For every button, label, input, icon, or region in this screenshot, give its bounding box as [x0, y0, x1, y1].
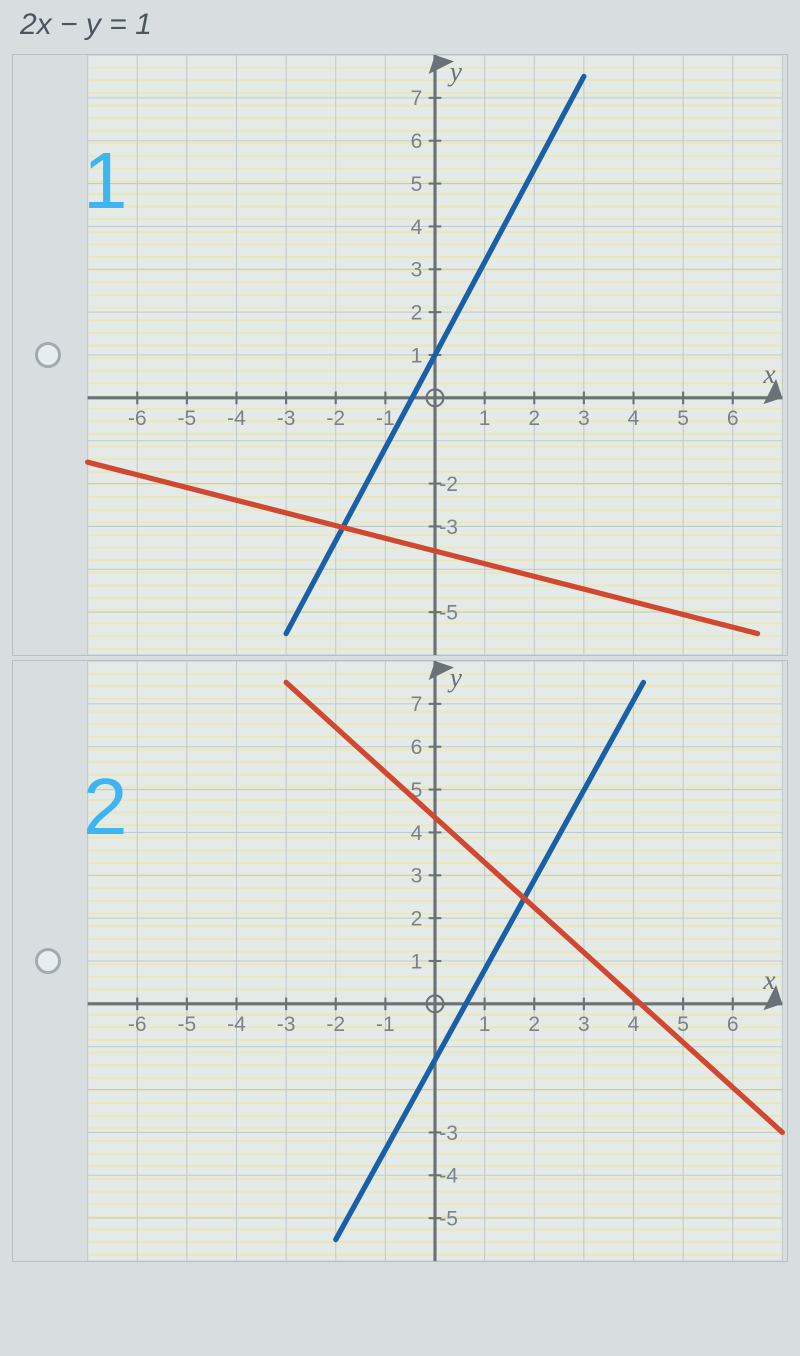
- svg-text:2: 2: [528, 407, 540, 430]
- svg-text:6: 6: [727, 1013, 739, 1036]
- svg-text:-1: -1: [376, 407, 395, 430]
- svg-text:2: 2: [411, 908, 423, 931]
- svg-text:7: 7: [411, 693, 423, 716]
- svg-text:-4: -4: [227, 407, 246, 430]
- chart-2: -6-5-4-3-2-11234561234567-3-4-5xy: [83, 661, 787, 1261]
- svg-text:-5: -5: [178, 1013, 197, 1036]
- svg-text:4: 4: [628, 407, 640, 430]
- svg-text:5: 5: [677, 407, 689, 430]
- equation-text: 2x − y = 1: [0, 0, 800, 50]
- svg-text:-6: -6: [128, 1013, 147, 1036]
- annotation-1: 1: [83, 135, 128, 227]
- svg-text:3: 3: [578, 407, 590, 430]
- svg-text:x: x: [762, 359, 775, 389]
- svg-text:6: 6: [411, 736, 423, 759]
- radio-button-2[interactable]: [35, 948, 61, 974]
- svg-text:1: 1: [479, 1013, 491, 1036]
- svg-text:1: 1: [411, 344, 423, 367]
- option-2[interactable]: 2 -6-5-4-3-2-11234561234567-3-4-5xy: [12, 660, 788, 1262]
- svg-text:-3: -3: [277, 1013, 296, 1036]
- svg-text:-5: -5: [439, 602, 458, 625]
- svg-text:-4: -4: [439, 1165, 458, 1188]
- svg-text:-2: -2: [439, 473, 458, 496]
- chart-1: -6 -5 -4 -3 -2 -1 1 2 3 4 5 6 1 2 3 4 5 6 7 -2 -3 -5 x y: [83, 55, 787, 655]
- svg-text:x: x: [762, 965, 775, 995]
- svg-text:y: y: [447, 56, 463, 86]
- svg-text:4: 4: [411, 822, 423, 845]
- radio-col: [13, 55, 83, 655]
- option-1[interactable]: 1 -6 -5 -4 -3 -2 -1 1 2 3 4 5 6 1 2 3 4 5 6 7 -2 -3 -5 x y: [12, 54, 788, 656]
- svg-text:-5: -5: [439, 1208, 458, 1231]
- svg-text:2: 2: [528, 1013, 540, 1036]
- svg-text:6: 6: [411, 130, 423, 153]
- radio-button-1[interactable]: [35, 342, 61, 368]
- svg-text:-2: -2: [326, 407, 345, 430]
- svg-text:4: 4: [411, 216, 423, 239]
- svg-text:-3: -3: [439, 1122, 458, 1145]
- svg-text:-3: -3: [439, 516, 458, 539]
- svg-text:3: 3: [411, 865, 423, 888]
- svg-text:y: y: [447, 662, 463, 692]
- svg-text:3: 3: [411, 259, 423, 282]
- svg-text:-1: -1: [376, 1013, 395, 1036]
- svg-text:1: 1: [411, 950, 423, 973]
- svg-text:7: 7: [411, 87, 423, 110]
- annotation-2: 2: [83, 761, 128, 853]
- radio-col: [13, 661, 83, 1261]
- svg-text:-6: -6: [128, 407, 147, 430]
- svg-text:6: 6: [727, 407, 739, 430]
- svg-text:5: 5: [677, 1013, 689, 1036]
- svg-text:-2: -2: [326, 1013, 345, 1036]
- svg-text:-4: -4: [227, 1013, 246, 1036]
- svg-text:-5: -5: [178, 407, 197, 430]
- svg-text:4: 4: [628, 1013, 640, 1036]
- svg-text:3: 3: [578, 1013, 590, 1036]
- svg-text:5: 5: [411, 173, 423, 196]
- svg-text:-3: -3: [277, 407, 296, 430]
- svg-text:2: 2: [411, 302, 423, 325]
- svg-text:1: 1: [479, 407, 491, 430]
